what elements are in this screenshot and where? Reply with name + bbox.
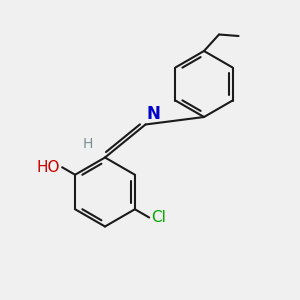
Text: H: H: [83, 136, 93, 151]
Text: HO: HO: [36, 160, 60, 175]
Text: N: N: [147, 105, 161, 123]
Text: Cl: Cl: [152, 210, 166, 225]
